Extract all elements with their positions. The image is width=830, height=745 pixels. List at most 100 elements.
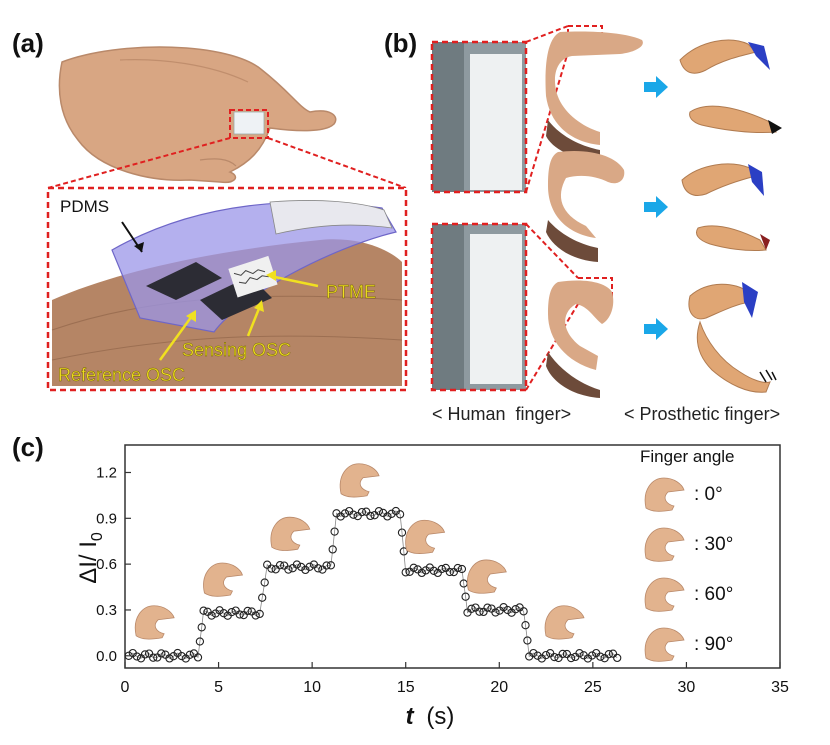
panel-a-illustration: PDMS PTME Sensing OSC Reference OSC — [46, 46, 408, 392]
data-point — [533, 651, 542, 660]
device-illustration — [51, 200, 403, 386]
data-point — [401, 568, 410, 577]
data-point — [140, 650, 150, 659]
y-tick-label-0.3: 0.3 — [96, 602, 117, 619]
data-point — [475, 607, 484, 616]
data-trace — [128, 510, 618, 659]
data-point — [608, 649, 618, 658]
human-finger-bent-30 — [546, 150, 625, 262]
data-point — [275, 561, 285, 570]
panel-label-b: (b) — [384, 28, 418, 58]
data-point — [445, 567, 454, 577]
y-axis-label-sub: 0 — [89, 532, 106, 541]
data-point — [395, 510, 405, 519]
data-point — [251, 611, 260, 620]
data-point — [366, 511, 375, 521]
data-point — [215, 606, 224, 615]
step-hand-icon-30° — [203, 562, 243, 597]
legend-item-label-1: : 30° — [694, 534, 733, 555]
y-tick-label-0.9: 0.9 — [96, 510, 117, 527]
prosthetic-finger-90 — [688, 282, 777, 393]
data-point — [313, 564, 323, 573]
y-axis-label-main: ΔI/ I — [75, 541, 102, 584]
data-point — [483, 603, 492, 612]
data-point — [604, 650, 613, 659]
data-point — [437, 564, 446, 574]
x-tick-label-30: 30 — [678, 679, 696, 696]
y-tick-label-0.6: 0.6 — [96, 556, 117, 573]
data-point — [583, 654, 593, 663]
legend: : 0°: 30°: 60°: 90° — [644, 477, 733, 662]
data-point — [177, 651, 186, 661]
data-point — [305, 562, 314, 571]
panel-label-c: (c) — [12, 432, 44, 462]
x-tick-label-5: 5 — [214, 679, 223, 696]
data-point — [461, 592, 470, 601]
data-point — [397, 528, 407, 537]
x-axis-label-var: t — [406, 703, 415, 730]
prosthetic-finger-30 — [681, 163, 770, 251]
data-point — [387, 509, 396, 518]
legend-hand-icon-2 — [644, 577, 685, 612]
prosthetic-finger-0 — [679, 39, 782, 134]
chart-finger-angle-response: 0 5 10 15 20 25 30 35 0.0 0.3 0.6 0.9 1.2 Finger ang… — [75, 444, 789, 730]
data-point — [523, 636, 532, 645]
step-hand-icon-0° — [544, 605, 585, 640]
x-axis-label: t (s) — [406, 703, 455, 730]
caption-prosthetic-finger: < Prosthetic finger> — [624, 404, 781, 424]
hand-illustration — [58, 46, 337, 184]
step-hand-icon-0° — [134, 605, 175, 640]
data-point — [267, 564, 276, 573]
data-point — [467, 604, 476, 613]
data-point — [165, 654, 174, 663]
legend-hand-icon-0 — [644, 477, 685, 512]
data-point — [197, 623, 206, 632]
zoom-photo-top — [430, 40, 528, 194]
data-point — [193, 653, 203, 662]
data-point — [199, 606, 208, 615]
y-axis-label: ΔI/ I0 — [75, 532, 106, 584]
human-finger-straight — [545, 31, 643, 160]
data-point — [357, 507, 367, 517]
arrow-blue-1 — [644, 76, 668, 98]
legend-item-label-0: : 0° — [694, 484, 723, 505]
label-ptme: PTME — [326, 282, 376, 302]
step-hand-icon-90° — [339, 463, 380, 498]
data-point — [453, 563, 462, 573]
x-tick-label-10: 10 — [303, 679, 321, 696]
data-point — [322, 561, 331, 570]
label-reference-osc: Reference OSC — [58, 365, 185, 385]
caption-human-finger: < Human finger> — [432, 404, 572, 424]
data-point — [271, 565, 280, 574]
data-point — [429, 566, 438, 575]
data-point — [235, 610, 244, 619]
data-point — [374, 507, 384, 516]
legend-item-label-3: : 90° — [694, 634, 733, 655]
data-point — [195, 637, 205, 646]
data-point — [243, 606, 252, 616]
x-axis-label-unit: (s) — [426, 703, 454, 730]
data-point — [519, 607, 528, 616]
data-point — [550, 652, 559, 662]
x-tick-label-25: 25 — [584, 679, 602, 696]
data-point — [596, 652, 605, 661]
zoom-photo-bottom — [430, 222, 528, 392]
data-point — [157, 649, 166, 658]
data-point — [255, 609, 264, 619]
data-point — [185, 650, 194, 659]
arrow-blue-3 — [644, 318, 668, 340]
data-point — [340, 509, 350, 518]
data-point — [297, 562, 306, 572]
legend-hand-icon-1 — [644, 527, 685, 562]
data-point — [575, 649, 584, 658]
data-point — [362, 507, 371, 516]
data-point — [491, 608, 500, 617]
data-point — [207, 611, 216, 620]
data-point — [383, 512, 392, 521]
data-point — [328, 545, 337, 554]
data-point — [511, 605, 520, 614]
plot-frame — [124, 444, 781, 669]
x-tick-label-0: 0 — [121, 679, 130, 696]
label-sensing-osc: Sensing OSC — [182, 340, 291, 360]
data-point — [260, 578, 269, 587]
